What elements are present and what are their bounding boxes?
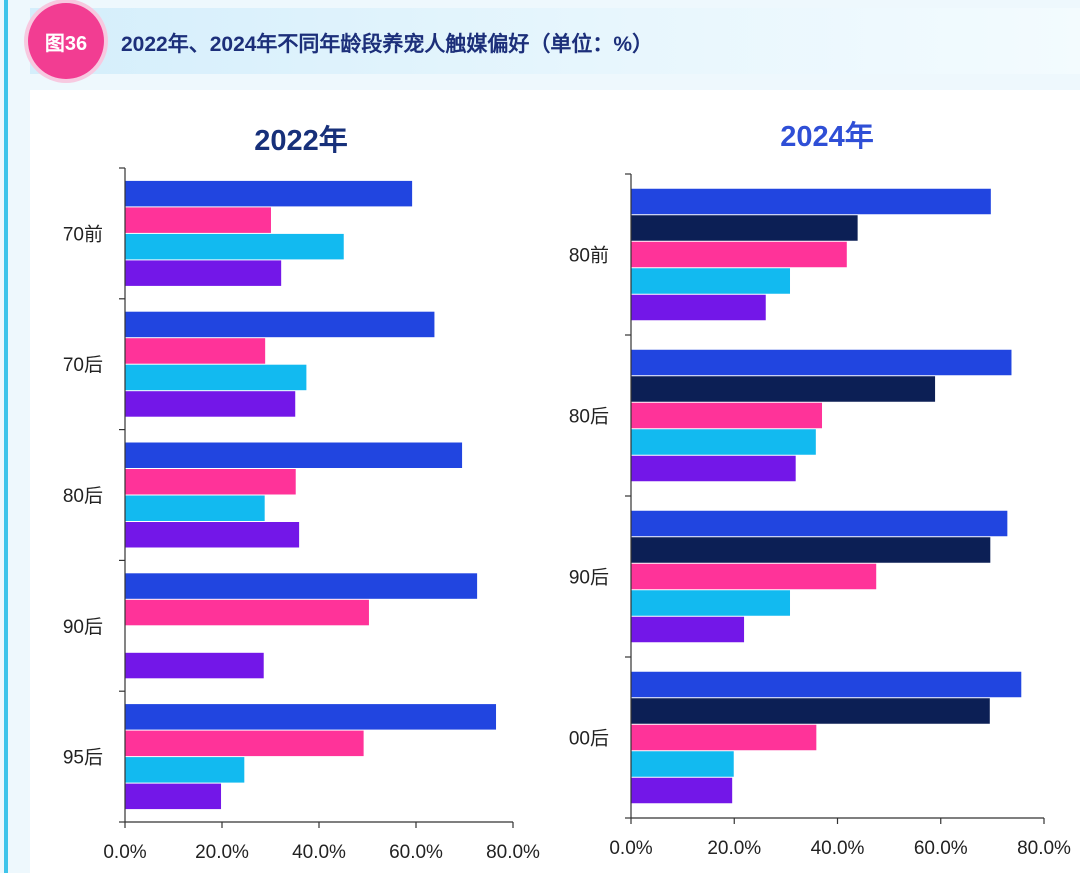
bar xyxy=(125,783,222,810)
x-tick-label: 40.0% xyxy=(292,842,346,863)
bar xyxy=(125,573,478,599)
bar xyxy=(631,777,733,804)
category-label: 90后 xyxy=(569,567,609,589)
x-tick-label: 20.0% xyxy=(195,842,249,863)
header-band xyxy=(30,8,1080,74)
category-label: 90后 xyxy=(63,616,103,638)
category-label: 80后 xyxy=(569,406,609,428)
bar xyxy=(631,402,823,429)
bar xyxy=(125,599,369,626)
bar xyxy=(631,724,817,751)
bar xyxy=(631,590,791,616)
bar xyxy=(125,522,300,548)
bar xyxy=(125,469,296,495)
category-label: 95后 xyxy=(63,747,103,769)
category-label: 80后 xyxy=(63,485,103,507)
bar xyxy=(125,495,265,521)
bar xyxy=(125,180,413,207)
bar xyxy=(631,268,791,294)
x-tick-label: 0.0% xyxy=(103,842,146,863)
bar xyxy=(631,215,858,241)
bar xyxy=(125,442,463,468)
left-accent-rule xyxy=(4,0,8,873)
bar-chart-2022: 2022年 70前 70后 80后 90后 95后 0.0% 20.0% 40.0% 60.0% 8… xyxy=(63,123,540,863)
bar xyxy=(125,338,266,364)
bar xyxy=(125,730,364,757)
category-label: 00后 xyxy=(569,728,609,750)
bar xyxy=(125,757,245,783)
bar xyxy=(125,260,282,286)
x-tick-label: 60.0% xyxy=(389,842,443,863)
bar xyxy=(631,671,1022,698)
bar xyxy=(631,751,734,777)
x-tick-label: 0.0% xyxy=(609,838,652,859)
bar xyxy=(125,704,497,730)
bar xyxy=(125,233,344,260)
bar-chart-2024: 2024年 80前 80后 90后 00后 0.0% 20.0% 40.0% 60.0% 80.0… xyxy=(569,119,1071,859)
x-tick-label: 80.0% xyxy=(1017,838,1071,859)
bar xyxy=(631,510,1008,537)
bar xyxy=(631,429,816,455)
bar xyxy=(631,349,1012,376)
x-tick-label: 80.0% xyxy=(486,842,540,863)
bar xyxy=(631,698,990,724)
x-tick-label: 60.0% xyxy=(914,838,968,859)
chart-panel-2024: 2024年 80前 80后 90后 00后 0.0% 20.0% 40.0% 60.0% 80.0… xyxy=(568,90,1080,873)
bar xyxy=(631,241,847,268)
bar xyxy=(125,364,307,391)
chart-title: 2022年 xyxy=(254,123,348,157)
bar xyxy=(631,455,796,482)
chart-title: 2024年 xyxy=(780,119,874,153)
category-label: 70前 xyxy=(63,223,103,245)
category-label: 80前 xyxy=(569,245,609,267)
bar xyxy=(631,616,745,643)
bar xyxy=(631,294,766,321)
bar xyxy=(125,207,271,233)
x-tick-label: 20.0% xyxy=(707,838,761,859)
bar xyxy=(631,563,877,590)
chart-panel-2022: 2022年 70前 70后 80后 90后 95后 0.0% 20.0% 40.0% 60.0% 8… xyxy=(30,90,568,873)
category-label: 70后 xyxy=(63,354,103,376)
x-tick-label: 40.0% xyxy=(811,838,865,859)
figure-number-badge: 图36 xyxy=(28,3,104,79)
bar xyxy=(631,376,936,402)
bar xyxy=(125,391,296,417)
figure-title: 2022年、2024年不同年龄段养宠人触媒偏好（单位：%） xyxy=(121,33,654,56)
bar xyxy=(631,537,991,563)
bar xyxy=(125,652,264,679)
bar xyxy=(125,311,435,338)
bar xyxy=(631,188,991,215)
